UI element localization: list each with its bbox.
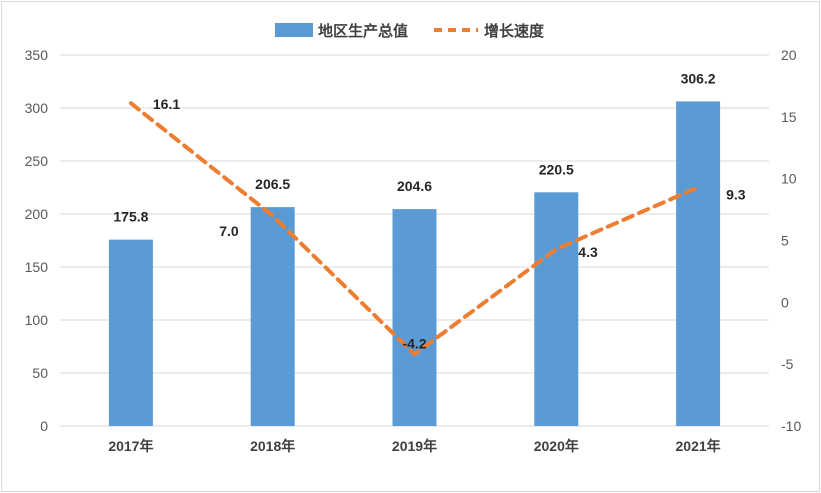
bar	[392, 209, 437, 426]
left-tick-label: 350	[25, 47, 49, 63]
bar-value-label: 306.2	[681, 70, 716, 86]
line-value-label: 16.1	[153, 96, 180, 112]
line-value-label: -4.2	[402, 335, 426, 351]
right-tick-label: 20	[781, 47, 797, 63]
right-tick-label: 10	[781, 171, 797, 187]
legend-line-label: 增长速度	[484, 22, 545, 40]
bar-value-label: 206.5	[255, 176, 290, 192]
bar	[534, 192, 579, 426]
x-tick-label: 2019年	[392, 438, 437, 454]
bar-value-label: 220.5	[539, 161, 574, 177]
left-axis-ticks: 0 50 100 150 200 250 300 350	[25, 47, 49, 434]
line-value-label: 7.0	[219, 223, 239, 239]
right-tick-label: -5	[781, 356, 794, 372]
legend: 地区生产总值 增长速度	[275, 22, 545, 40]
legend-bar-label: 地区生产总值	[318, 22, 408, 40]
left-tick-label: 250	[25, 153, 49, 169]
x-axis-ticks: 2017年 2018年 2019年 2020年 2021年	[108, 438, 720, 454]
left-tick-label: 0	[40, 418, 48, 434]
left-tick-label: 200	[25, 206, 49, 222]
data-labels: 175.8 206.5 204.6 220.5 306.2 16.1 7.0 -4.2 4.3 9…	[113, 70, 745, 351]
x-tick-label: 2021年	[676, 438, 721, 454]
bar-series	[108, 101, 721, 426]
right-tick-label: 15	[781, 109, 797, 125]
line-series	[128, 101, 701, 357]
x-tick-label: 2020年	[534, 438, 579, 454]
bar	[676, 101, 721, 426]
left-tick-label: 100	[25, 312, 49, 328]
line-value-label: 4.3	[578, 244, 598, 260]
bar-value-label: 204.6	[397, 178, 432, 194]
bar-value-label: 175.8	[113, 209, 148, 225]
right-axis-ticks: -10 -5 0 5 10 15 20	[781, 47, 801, 434]
x-tick-label: 2018年	[250, 438, 295, 454]
left-tick-label: 150	[25, 259, 49, 275]
right-tick-label: 5	[781, 233, 789, 249]
left-tick-label: 300	[25, 100, 49, 116]
legend-bar-swatch	[275, 23, 313, 37]
right-tick-label: 0	[781, 294, 789, 310]
right-tick-label: -10	[781, 418, 801, 434]
line-value-label: 9.3	[726, 186, 746, 202]
x-tick-label: 2017年	[108, 438, 153, 454]
bar	[250, 207, 295, 426]
bar	[108, 239, 153, 426]
left-tick-label: 50	[32, 365, 48, 381]
